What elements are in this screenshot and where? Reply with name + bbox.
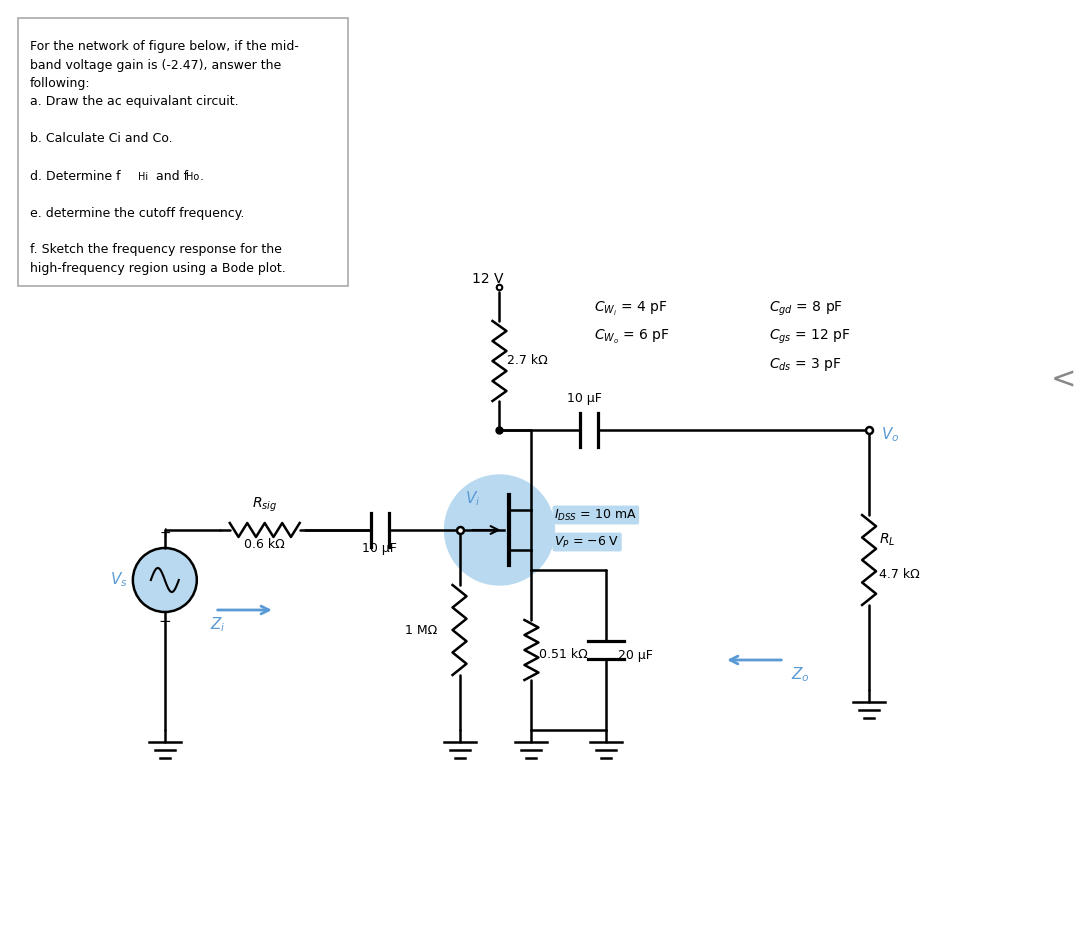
- Text: b. Calculate Ci and Co.: b. Calculate Ci and Co.: [30, 132, 173, 146]
- Text: $C_{ds}$ = 3 pF: $C_{ds}$ = 3 pF: [769, 356, 842, 373]
- Text: 1 MΩ: 1 MΩ: [405, 624, 436, 637]
- Text: −: −: [159, 614, 172, 629]
- Text: $C_{gd}$ = 8 pF: $C_{gd}$ = 8 pF: [769, 300, 843, 318]
- Text: $V_s$: $V_s$: [110, 570, 127, 589]
- Text: following:: following:: [30, 77, 91, 90]
- Text: $Z_i$: $Z_i$: [210, 615, 226, 634]
- Text: $V_o$: $V_o$: [881, 426, 900, 445]
- Text: 20 μF: 20 μF: [619, 648, 653, 662]
- Text: $Z_o$: $Z_o$: [792, 665, 810, 684]
- Text: 12 V: 12 V: [472, 272, 503, 286]
- Text: $C_{W_i}$ = 4 pF: $C_{W_i}$ = 4 pF: [594, 300, 667, 318]
- Text: 0.6 kΩ: 0.6 kΩ: [244, 538, 285, 551]
- Text: $C_{W_o}$ = 6 pF: $C_{W_o}$ = 6 pF: [594, 328, 671, 347]
- Text: Hi: Hi: [138, 172, 148, 183]
- Circle shape: [445, 475, 554, 585]
- Text: $V_P$ = −6 V: $V_P$ = −6 V: [554, 534, 620, 549]
- Text: $V_i$: $V_i$: [464, 489, 480, 508]
- FancyBboxPatch shape: [18, 18, 348, 286]
- Text: d. Determine f: d. Determine f: [30, 169, 121, 183]
- Text: 10 μF: 10 μF: [362, 542, 397, 555]
- Text: e. determine the cutoff frequency.: e. determine the cutoff frequency.: [30, 207, 244, 220]
- Text: 10 μF: 10 μF: [567, 392, 602, 405]
- Text: $C_{gs}$ = 12 pF: $C_{gs}$ = 12 pF: [769, 328, 851, 347]
- Text: .: .: [200, 169, 204, 183]
- Text: $R_L$: $R_L$: [879, 532, 895, 548]
- Text: band voltage gain is (-2.47), answer the: band voltage gain is (-2.47), answer the: [30, 58, 281, 71]
- Text: 4.7 kΩ: 4.7 kΩ: [879, 568, 920, 582]
- Text: $I_{DSS}$ = 10 mA: $I_{DSS}$ = 10 mA: [554, 507, 637, 523]
- Text: high-frequency region using a Bode plot.: high-frequency region using a Bode plot.: [30, 262, 286, 275]
- Text: For the network of figure below, if the mid-: For the network of figure below, if the …: [30, 40, 299, 53]
- Text: Ho: Ho: [186, 172, 199, 183]
- Circle shape: [133, 548, 197, 612]
- Text: and f: and f: [152, 169, 188, 183]
- Text: 0.51 kΩ: 0.51 kΩ: [539, 648, 589, 662]
- Text: 2.7 kΩ: 2.7 kΩ: [508, 354, 549, 367]
- Text: a. Draw the ac equivalant circuit.: a. Draw the ac equivalant circuit.: [30, 95, 239, 109]
- Text: $R_{sig}$: $R_{sig}$: [252, 496, 278, 514]
- Text: f. Sketch the frequency response for the: f. Sketch the frequency response for the: [30, 244, 282, 256]
- Text: <: <: [1051, 366, 1077, 394]
- Text: +: +: [159, 526, 171, 540]
